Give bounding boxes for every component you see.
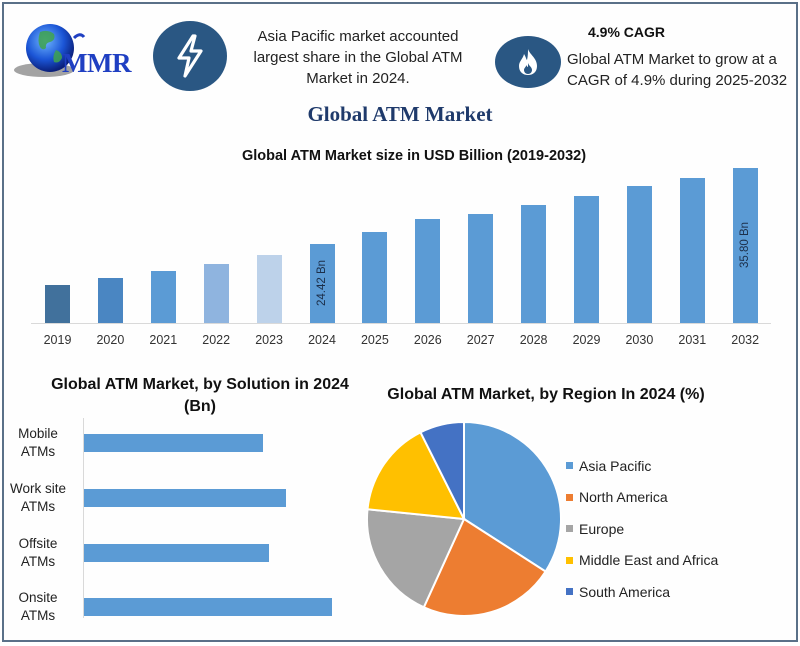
bar-2030: [626, 186, 652, 323]
pie-slice-europe: [366, 508, 466, 609]
region-pie-chart: [366, 421, 562, 617]
solution-row: Work site ATMs: [0, 475, 360, 519]
solution-row: Onsite ATMs: [0, 584, 360, 628]
x-tick-label: 2025: [360, 333, 389, 347]
lightning-bolt-icon: [153, 21, 227, 91]
globe-icon: [14, 24, 86, 77]
x-tick-label: 2020: [96, 333, 125, 347]
legend-label: North America: [579, 489, 668, 506]
bar-2031: [679, 177, 705, 323]
pie-slice-north-america: [422, 517, 547, 617]
x-tick-label: 2022: [202, 333, 231, 347]
page-title: Global ATM Market: [307, 102, 493, 126]
solution-label: Offsite ATMs: [0, 535, 76, 571]
solution-label: Onsite ATMs: [0, 589, 76, 625]
x-tick-label: 2023: [255, 333, 283, 347]
region-chart-title: Global ATM Market, by Region In 2024 (%): [387, 386, 705, 403]
solution-label-line: ATMs: [20, 499, 56, 514]
legend-item: Europe: [566, 513, 718, 545]
legend-item: Middle East and Africa: [566, 545, 718, 577]
solution-label-line: Mobile: [18, 426, 58, 441]
x-tick-label: 2028: [519, 333, 548, 347]
bar-2029: [574, 196, 599, 323]
bar-2028: [521, 204, 547, 323]
bar-2023: [256, 254, 282, 323]
legend-swatch: [566, 556, 573, 564]
pie-slice-south-america: [419, 421, 466, 520]
bar-2019: [45, 284, 70, 323]
pie-slice-middle-east-and-africa: [366, 430, 466, 521]
bar-2032: 35.80 Bn: [732, 167, 758, 323]
bar-2022: [203, 264, 229, 323]
legend-item: Asia Pacific: [566, 450, 718, 482]
region-share-note: Asia Pacific market accounted largest sh…: [253, 28, 463, 87]
bar-2026: [415, 218, 441, 323]
legend-label: Europe: [579, 520, 625, 537]
solution-chart-title: Global ATM Market, by Solution in 2024 (…: [51, 376, 349, 415]
legend-label: Middle East and Africa: [579, 552, 719, 569]
data-label: 24.42 Bn: [316, 260, 328, 307]
solution-bar: [84, 489, 286, 507]
solution-row: Mobile ATMs: [0, 420, 360, 464]
solution-label: Work site ATMs: [0, 480, 76, 516]
cagr-description: Global ATM Market to grow at a CAGR of 4…: [567, 51, 788, 89]
legend-item: North America: [566, 482, 718, 514]
data-label: 35.80 Bn: [739, 222, 752, 269]
solution-bar: [84, 544, 269, 562]
market-size-chart: 24.42 Bn 35.80 Bn: [31, 160, 771, 324]
solution-label-line: Offsite: [18, 536, 58, 551]
x-axis-labels: 2019 2020 2021 2022 2023 2024 2025 2026 2027 2028…: [31, 333, 771, 349]
bar-2020: [97, 278, 123, 323]
x-tick-label: 2030: [625, 333, 654, 347]
legend-swatch: [566, 493, 573, 501]
solution-label-line: Work site: [9, 481, 66, 496]
x-tick-label: 2026: [413, 333, 442, 347]
solution-row: Offsite ATMs: [0, 530, 360, 574]
solution-label: Mobile ATMs: [0, 425, 76, 461]
solution-label-line: ATMs: [20, 608, 56, 623]
x-tick-label: 2032: [731, 333, 760, 347]
solution-bar: [84, 434, 263, 452]
y-axis-line: [83, 418, 84, 618]
cagr-title: 4.9% CAGR: [588, 24, 666, 40]
logo-text: MMR: [62, 48, 131, 78]
x-tick-label: 2029: [572, 333, 601, 347]
x-tick-label: 2021: [149, 333, 178, 347]
solution-label-line: ATMs: [20, 444, 56, 459]
solution-bar: [84, 598, 332, 616]
bar-2024: 24.42 Bn: [309, 243, 335, 323]
flame-icon: [495, 36, 561, 88]
solution-label-line: Onsite: [18, 590, 58, 605]
legend-item: South America: [566, 576, 718, 608]
x-tick-label: 2024: [308, 333, 336, 347]
x-axis-line: [31, 323, 771, 324]
mmr-logo: MMR: [14, 20, 149, 90]
x-tick-label: 2031: [678, 333, 707, 347]
x-tick-label: 2019: [43, 333, 72, 347]
legend-swatch: [566, 525, 573, 533]
bar-2027: [468, 214, 494, 323]
legend-swatch: [566, 462, 573, 470]
legend-swatch: [566, 588, 573, 596]
x-tick-label: 2027: [466, 333, 495, 347]
legend-label: South America: [579, 583, 671, 600]
solution-label-line: ATMs: [20, 554, 56, 569]
market-size-chart-title: Global ATM Market size in USD Billion (2…: [241, 148, 587, 164]
bar-2025: [362, 232, 388, 323]
bar-2021: [150, 270, 176, 323]
legend-label: Asia Pacific: [579, 457, 652, 474]
region-legend: Asia Pacific North America Europe Middle Ea…: [566, 450, 718, 608]
